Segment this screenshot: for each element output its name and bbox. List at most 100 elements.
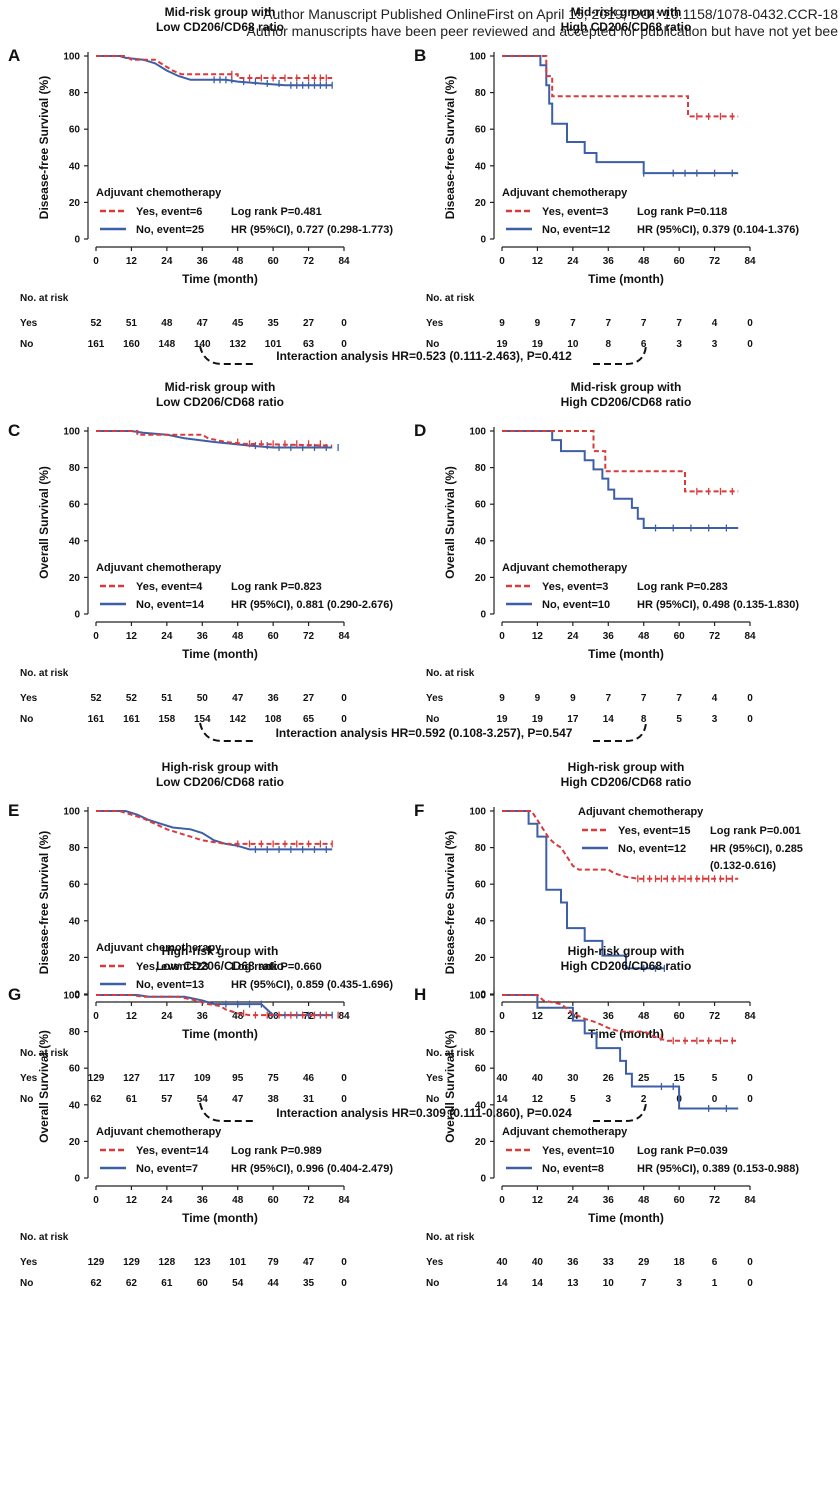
x-tick-label: 12: [532, 1011, 544, 1022]
risk-count-yes: 27: [303, 318, 315, 329]
km-curve-no: [96, 994, 333, 1017]
risk-count-no: 3: [712, 714, 718, 725]
y-tick-label: 100: [63, 991, 80, 1002]
x-tick-label: 72: [303, 631, 315, 642]
risk-count-yes: 7: [570, 318, 576, 329]
risk-count-yes: 0: [747, 318, 753, 329]
legend-hr: HR (95%CI), 0.881 (0.290-2.676): [231, 599, 393, 611]
interaction-bracket: Interaction analysis HR=0.523 (0.111-2.4…: [199, 345, 647, 365]
y-axis-label: Disease-free Survival (%): [37, 831, 51, 974]
legend-label-no: No, event=12: [542, 224, 610, 236]
risk-count-yes: 79: [268, 1257, 280, 1268]
risk-count-no: 54: [197, 1094, 209, 1105]
risk-count-no: 161: [88, 714, 105, 725]
risk-count-yes: 7: [676, 318, 682, 329]
y-tick-label: 40: [475, 161, 487, 172]
risk-count-yes: 4: [712, 318, 718, 329]
km-curve-yes: [96, 810, 333, 845]
risk-row-label-no: No: [426, 339, 439, 350]
risk-count-yes: 101: [229, 1257, 246, 1268]
y-tick-label: 40: [475, 536, 487, 547]
y-tick-label: 60: [475, 500, 487, 511]
legend-label-no: No, event=12: [618, 843, 686, 855]
x-tick-label: 36: [197, 1195, 209, 1206]
km-curve-no: [502, 810, 665, 970]
y-axis-label: Disease-free Survival (%): [443, 76, 457, 219]
risk-count-yes: 0: [747, 693, 753, 704]
y-tick-label: 60: [69, 125, 81, 136]
x-tick-label: 0: [499, 256, 505, 267]
risk-count-yes: 6: [712, 1257, 718, 1268]
legend-logrank: Log rank P=0.481: [231, 206, 322, 218]
x-tick-label: 24: [161, 1195, 173, 1206]
y-tick-label: 20: [475, 1137, 487, 1148]
interaction-bracket: Interaction analysis HR=0.309 (0.111-0.8…: [199, 1102, 647, 1122]
risk-count-yes: 33: [603, 1257, 615, 1268]
x-tick-label: 12: [126, 1195, 138, 1206]
x-tick-label: 48: [638, 1011, 650, 1022]
y-tick-label: 80: [69, 1027, 81, 1038]
risk-table-title: No. at risk: [426, 668, 475, 679]
x-tick-label: 36: [603, 1011, 615, 1022]
x-axis-label: Time (month): [182, 647, 258, 661]
interaction-bracket: Interaction analysis HR=0.592 (0.108-3.2…: [199, 722, 647, 742]
interaction-bracket-left: [199, 722, 253, 742]
risk-count-yes: 26: [603, 1073, 615, 1084]
x-tick-label: 24: [161, 631, 173, 642]
y-tick-label: 100: [63, 52, 80, 63]
y-tick-label: 100: [469, 52, 486, 63]
legend-logrank: Log rank P=0.118: [637, 206, 727, 218]
risk-count-no: 14: [532, 1278, 544, 1289]
legend-title: Adjuvant chemotherapy: [502, 187, 628, 199]
y-axis-label: Overall Survival (%): [443, 1030, 457, 1143]
x-tick-label: 60: [674, 631, 686, 642]
risk-count-no: 7: [641, 1278, 647, 1289]
risk-count-no: 2: [641, 1094, 647, 1105]
interaction-bracket-right: [593, 722, 647, 742]
x-tick-label: 0: [499, 631, 505, 642]
x-tick-label: 24: [161, 1011, 173, 1022]
risk-count-no: 0: [712, 1094, 718, 1105]
x-tick-label: 48: [638, 1195, 650, 1206]
y-tick-label: 20: [475, 198, 487, 209]
panel-letter: E: [8, 801, 19, 820]
x-tick-label: 0: [499, 1195, 505, 1206]
y-tick-label: 0: [480, 1174, 486, 1185]
panel-title-line: Mid-risk group with: [571, 380, 682, 394]
risk-count-yes: 129: [123, 1257, 140, 1268]
risk-count-no: 161: [88, 339, 105, 350]
x-tick-label: 36: [197, 631, 209, 642]
risk-count-no: 148: [159, 339, 176, 350]
risk-table-title: No. at risk: [20, 293, 69, 304]
y-tick-label: 40: [475, 916, 487, 927]
legend-label-no: No, event=7: [136, 1163, 198, 1175]
panel-title-line: Low CD206/CD68 ratio: [156, 395, 284, 409]
x-tick-label: 0: [93, 1195, 99, 1206]
risk-row-label-no: No: [20, 714, 33, 725]
interaction-annotations: Interaction analysis HR=0.523 (0.111-2.4…: [199, 345, 647, 1122]
legend-logrank: Log rank P=0.989: [231, 1145, 322, 1157]
risk-count-no: 3: [676, 339, 682, 350]
risk-row-label-no: No: [426, 1278, 439, 1289]
y-tick-label: 60: [475, 125, 487, 136]
risk-count-yes: 51: [126, 318, 138, 329]
y-axis-label: Disease-free Survival (%): [37, 76, 51, 219]
legend-title: Adjuvant chemotherapy: [578, 806, 704, 818]
legend-title: Adjuvant chemotherapy: [96, 942, 222, 954]
risk-count-no: 61: [161, 1278, 173, 1289]
risk-count-no: 19: [532, 714, 544, 725]
risk-count-no: 17: [567, 714, 579, 725]
risk-count-no: 0: [341, 1278, 347, 1289]
legend-label-yes: Yes, event=3: [542, 206, 608, 218]
y-tick-label: 100: [469, 807, 486, 818]
risk-count-no: 62: [90, 1278, 102, 1289]
x-tick-label: 72: [709, 1195, 721, 1206]
risk-count-no: 142: [229, 714, 246, 725]
risk-count-yes: 75: [268, 1073, 280, 1084]
km-curve-yes: [96, 994, 333, 1017]
panel-letter: D: [414, 421, 426, 440]
risk-table-title: No. at risk: [426, 293, 475, 304]
risk-count-yes: 9: [570, 693, 576, 704]
